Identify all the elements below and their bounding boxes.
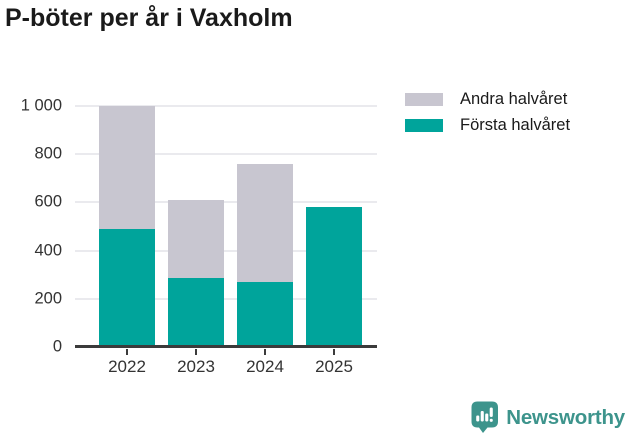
- x-axis-line: [75, 345, 377, 348]
- x-tick-label-2023: 2023: [177, 357, 215, 376]
- legend-swatch-andra-halvaret: [405, 93, 443, 106]
- x-tick-2025: [333, 349, 335, 355]
- gridline-600: [75, 201, 377, 204]
- bar-2024-forsta-halvaret: [237, 281, 293, 347]
- gridline-1000: [75, 105, 377, 107]
- gridline-800: [75, 153, 377, 156]
- x-tick-2024: [264, 349, 266, 355]
- legend-item-andra-halvaret: Andra halvåret: [405, 90, 570, 108]
- x-tick-label-2024: 2024: [246, 357, 284, 376]
- newsworthy-logo-text: Newsworthy: [506, 405, 625, 429]
- y-tick-label-800: 800: [34, 144, 62, 163]
- x-tick-2022: [126, 349, 128, 355]
- gridline-400: [75, 249, 377, 252]
- bar-2022-forsta-halvaret: [99, 228, 155, 347]
- legend-label-forsta-halvaret: Första halvåret: [460, 116, 571, 134]
- legend-swatch-forsta-halvaret: [405, 119, 443, 132]
- bar-2023-forsta-halvaret: [168, 278, 224, 347]
- newsworthy-branding[interactable]: Newsworthy: [471, 401, 625, 434]
- x-tick-label-2025: 2025: [315, 357, 353, 376]
- bar-2025-forsta-halvaret: [306, 206, 362, 347]
- y-tick-label-600: 600: [34, 192, 62, 211]
- x-tick-label-2022: 2022: [108, 357, 146, 376]
- x-tick-2023: [195, 349, 197, 355]
- y-tick-label-400: 400: [34, 241, 62, 260]
- plot-area: 0 200 400 600 800 1 000 2022 2023 2024 2025: [21, 97, 377, 376]
- bar-2023-andra-halvaret: [168, 200, 224, 279]
- bar-2024-andra-halvaret: [237, 163, 293, 282]
- legend: Andra halvåret Första halvåret: [405, 90, 571, 145]
- y-tick-label-200: 200: [34, 289, 62, 308]
- y-tick-label-1000: 1 000: [20, 96, 62, 115]
- chart-title: P-böter per år i Vaxholm: [5, 4, 293, 32]
- newsworthy-logo-icon: [471, 401, 499, 433]
- gridline-200: [75, 297, 377, 300]
- y-tick-label-0: 0: [52, 337, 62, 356]
- legend-label-andra-halvaret: Andra halvåret: [460, 90, 568, 108]
- bar-2022-andra-halvaret: [99, 106, 155, 229]
- legend-item-forsta-halvaret: Första halvåret: [405, 116, 571, 134]
